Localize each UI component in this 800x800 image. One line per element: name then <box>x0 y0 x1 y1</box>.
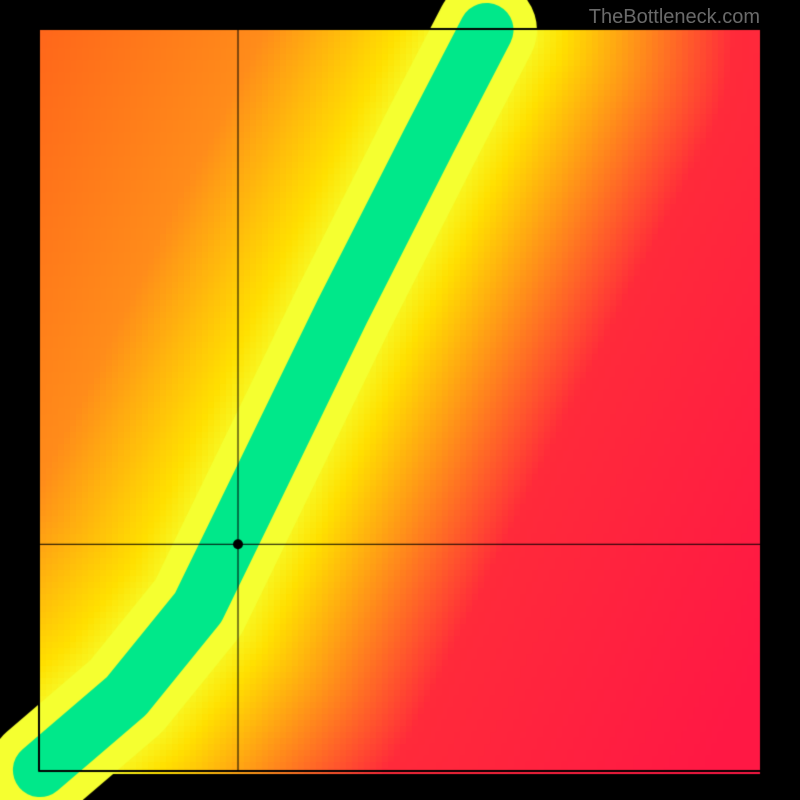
chart-container: TheBottleneck.com <box>0 0 800 800</box>
bottleneck-heatmap-canvas <box>0 0 800 800</box>
watermark-text: TheBottleneck.com <box>589 6 760 29</box>
